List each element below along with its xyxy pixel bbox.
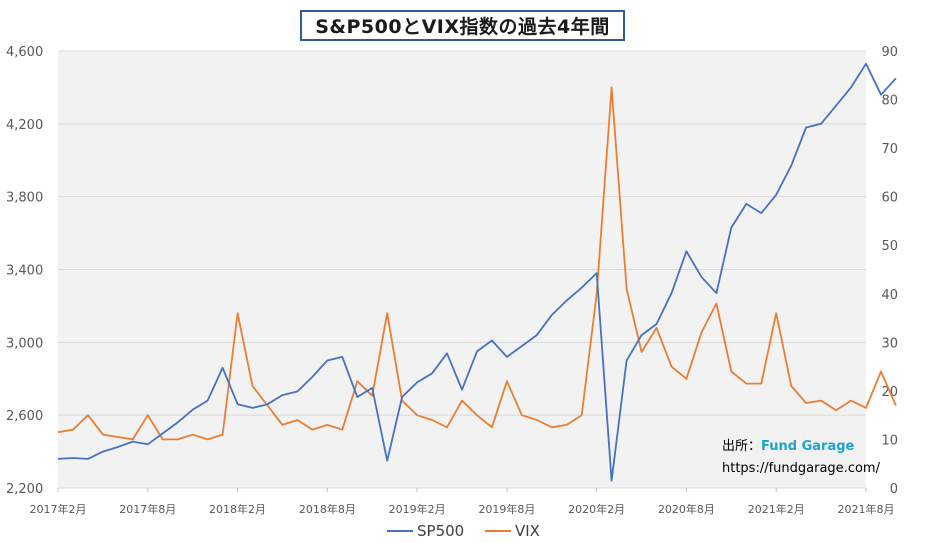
legend: SP500 VIX [0,518,927,540]
x-tick-label: 2021年2月 [748,502,805,516]
source-label: 出所： [722,439,762,454]
x-tick-label: 2017年8月 [119,502,176,516]
y-right-tick-label: 0 [890,482,898,497]
x-tick-label: 2019年2月 [389,502,446,516]
x-axis-labels: 2017年2月 2017年8月 2018年2月 2018年8月 2019年2月 2019年… [30,488,895,516]
legend-item-sp500: SP500 [387,522,464,540]
legend-swatch-vix [485,530,511,532]
x-tick-label: 2018年8月 [299,502,356,516]
y-right-tick-label: 50 [881,239,898,254]
x-tick-label: 2020年2月 [568,502,625,516]
x-tick-label: 2019年8月 [478,502,535,516]
grid-layer [58,50,866,489]
legend-label-sp500: SP500 [417,522,465,540]
y-left-tick-label: 4,600 [6,45,43,60]
y-right-tick-label: 40 [881,288,898,303]
series-layer [57,62,897,482]
series-line-sp500 [57,62,897,482]
source-note: 出所：Fund Garage https://fundgarage.com/ [722,436,880,480]
y-right-tick-label: 10 [881,433,898,448]
x-tick-label: 2018年2月 [209,502,266,516]
source-url: https://fundgarage.com/ [722,461,880,476]
legend-swatch-sp500 [387,530,414,532]
source-brand: Fund Garage [761,439,855,454]
y-left-tick-label: 4,200 [6,118,43,133]
series-line-vix [57,86,897,441]
x-tick-label: 2020年8月 [658,502,715,516]
chart-title: S&P500とVIX指数の過去4年間 [300,10,625,41]
x-tick-label: 2021年8月 [838,502,895,516]
y-left-tick-label: 3,400 [6,264,43,279]
x-tick-label: 2017年2月 [30,502,87,516]
y-left-tick-label: 2,600 [6,409,43,424]
y-left-tick-label: 3,800 [6,191,43,206]
y-left-tick-label: 3,000 [6,336,43,351]
y-right-tick-label: 30 [881,336,898,351]
legend-label-vix: VIX [515,522,540,540]
y-right-tick-label: 60 [881,191,898,206]
y-right-tick-label: 90 [881,45,898,60]
y-right-tick-label: 70 [881,142,898,157]
legend-item-vix: VIX [485,522,540,540]
y-left-axis-labels: 2,200 2,600 3,000 3,400 3,800 4,200 4,600 [6,45,43,497]
y-right-tick-label: 80 [881,94,898,109]
y-left-tick-label: 2,200 [6,482,43,497]
